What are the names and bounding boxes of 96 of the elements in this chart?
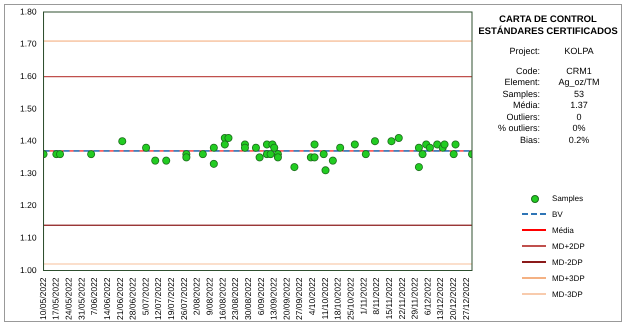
- x-tick-label: 4/10/2022: [307, 277, 318, 316]
- y-tick-label: 1.80: [20, 6, 37, 16]
- x-tick-label: 17/05/2022: [50, 277, 61, 320]
- x-tick-label: 18/10/2022: [332, 277, 343, 320]
- y-tick-label: 1.50: [20, 103, 37, 114]
- point: [328, 156, 337, 165]
- y-tick-label: 1.10: [20, 232, 37, 242]
- point: [151, 156, 160, 165]
- point: [426, 144, 434, 152]
- x-tick-label: 15/11/2022: [384, 277, 394, 320]
- y-tick-label: 1.70: [20, 38, 37, 49]
- x-tick-label: 5/07/2022: [140, 277, 150, 316]
- point: [322, 166, 330, 174]
- y-tick-label: 1.20: [20, 200, 37, 210]
- x-tick-label: 27/09/2022: [294, 277, 304, 320]
- x-tick-label: 12/07/2022: [153, 277, 164, 320]
- x-tick-label: 31/05/2022: [76, 277, 86, 320]
- text: Outliers: 0: [506, 112, 582, 122]
- x-tick-label: 27/12/2022: [460, 277, 471, 320]
- x-tick-label: 24/05/2022: [64, 277, 74, 320]
- x-tick-label: 19/07/2022: [166, 277, 176, 320]
- x-tick-label: 14/06/2022: [102, 277, 112, 320]
- point: [452, 140, 460, 148]
- x-tick-label: 8/11/2022: [371, 277, 382, 315]
- x-tick-label: 10/05/2022: [38, 277, 48, 320]
- point: [224, 134, 232, 142]
- legend-label: MD+2DP: [552, 242, 585, 250]
- x-tick-label: 25/10/2022: [345, 277, 356, 320]
- point: [310, 153, 319, 162]
- point: [240, 144, 249, 152]
- point: [414, 144, 423, 152]
- x-tick-label: 20/09/2022: [281, 277, 292, 320]
- point: [118, 137, 126, 146]
- point: [387, 137, 396, 146]
- point: [450, 150, 458, 158]
- point: [198, 150, 207, 158]
- point: [220, 140, 229, 148]
- legend-label: Samples: [552, 194, 584, 202]
- x-tick-label: 26/07/2022: [178, 277, 189, 320]
- point: [320, 150, 328, 158]
- y-tick-label: 1.40: [20, 136, 37, 146]
- x-tick-label: 2/08/2022: [192, 277, 202, 316]
- x-tick-label: 6/09/2022: [256, 277, 266, 316]
- point: [418, 150, 427, 158]
- point: [162, 156, 170, 165]
- text: % outliers: 0%: [498, 123, 586, 133]
- x-tick-label: 21/06/2022: [114, 277, 125, 320]
- point: [370, 137, 379, 146]
- point: [56, 150, 64, 158]
- point: [252, 144, 260, 152]
- x-tick-label: 28/06/2022: [128, 277, 138, 320]
- legend-label: MD-2DP: [552, 258, 583, 266]
- legend-label: Média: [552, 226, 574, 234]
- point: [266, 150, 275, 158]
- y-tick-label: 1.30: [20, 168, 37, 178]
- y-tick-label: 1.60: [20, 70, 37, 81]
- point: [142, 144, 150, 152]
- point: [270, 144, 278, 152]
- x-tick-label: 13/09/2022: [268, 277, 279, 320]
- x-tick-label: 1/11/2022: [358, 277, 368, 315]
- legend-label: MD+3DP: [552, 274, 585, 282]
- x-tick-label: 9/08/2022: [204, 277, 215, 316]
- text: Bias: 0.2%: [520, 134, 590, 144]
- x-tick-label: 20/12/2022: [448, 277, 458, 320]
- text: CARTA DE CONTROL ESTÁNDARES CERTIFICADOS: [478, 14, 618, 38]
- point: [362, 150, 370, 158]
- x-tick-label: 30/08/2022: [242, 277, 253, 320]
- x-tick-label: 29/11/2022: [410, 277, 420, 320]
- text: Média: 1.37: [512, 100, 588, 110]
- x-tick-label: 16/08/2022: [217, 277, 228, 320]
- point: [336, 144, 344, 152]
- point: [414, 163, 423, 172]
- legend-label: MD-3DP: [552, 290, 583, 298]
- point: [394, 134, 403, 142]
- point: [210, 160, 218, 168]
- x-tick-label: 11/10/2022: [320, 277, 330, 320]
- point: [350, 140, 359, 148]
- text: Code: CRM1: [516, 66, 592, 76]
- point: [256, 153, 264, 162]
- point: [182, 153, 190, 162]
- x-tick-label: 22/11/2022: [396, 277, 407, 320]
- point: [87, 150, 96, 158]
- point: [290, 163, 298, 172]
- x-tick-label: 13/12/2022: [435, 277, 446, 320]
- text: Element: Ag_oz/TM: [504, 77, 600, 87]
- text: Project: KOLPA: [509, 46, 594, 56]
- y-tick-label: 1.00: [20, 264, 37, 275]
- legend-label: BV: [552, 210, 563, 218]
- point: [274, 153, 282, 162]
- x-tick-label: 23/08/2022: [230, 277, 240, 320]
- point: [310, 140, 319, 148]
- point: [210, 144, 218, 152]
- point: [440, 140, 449, 148]
- x-tick-label: 6/12/2022: [422, 277, 432, 316]
- text: Samples: 53: [502, 88, 584, 98]
- x-tick-label: 7/06/2022: [89, 277, 100, 316]
